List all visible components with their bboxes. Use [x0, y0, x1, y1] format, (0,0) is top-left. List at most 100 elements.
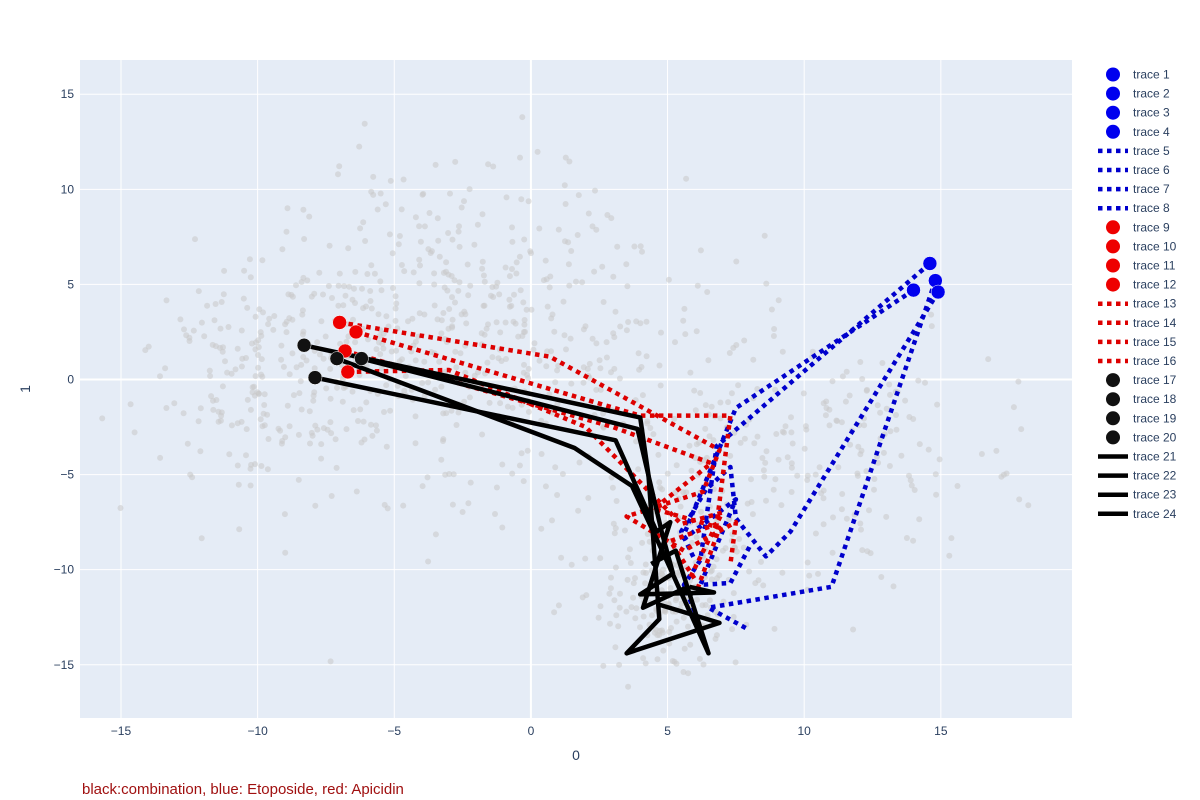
background-point [606, 590, 613, 597]
background-point [217, 417, 224, 424]
background-point [461, 308, 468, 315]
background-point [666, 628, 673, 635]
background-point [225, 324, 232, 330]
background-point [318, 441, 325, 448]
background-point [611, 334, 618, 341]
background-point [447, 190, 453, 197]
background-point [839, 491, 846, 497]
background-point [256, 306, 263, 313]
background-point [184, 440, 191, 447]
background-point [704, 289, 711, 295]
background-point [293, 282, 299, 289]
background-point [298, 361, 305, 368]
x-tick-label: −10 [247, 724, 268, 738]
background-point [350, 407, 357, 414]
background-point [575, 192, 582, 199]
background-point [954, 483, 961, 489]
background-point [180, 410, 187, 417]
background-point [863, 387, 870, 394]
background-point [580, 379, 587, 386]
background-point [479, 258, 486, 265]
background-point [509, 224, 515, 231]
background-point [534, 148, 541, 155]
legend-item: trace 3 [1106, 105, 1170, 120]
trace-marker [307, 370, 323, 385]
background-point [355, 418, 361, 424]
background-point [617, 590, 623, 597]
background-point [364, 271, 371, 277]
background-point [445, 230, 452, 236]
background-point [373, 422, 379, 429]
background-point [713, 632, 720, 639]
background-point [374, 206, 381, 213]
background-point [616, 661, 623, 668]
trace-lines [303, 261, 941, 656]
background-point [911, 487, 918, 493]
background-point [421, 358, 428, 365]
background-point [794, 472, 801, 479]
background-point [613, 612, 620, 619]
background-point [736, 536, 743, 542]
background-point [521, 236, 528, 243]
background-point [633, 438, 640, 445]
background-point [658, 329, 664, 336]
background-point [255, 337, 262, 344]
background-point [392, 305, 399, 312]
background-point [871, 486, 877, 493]
y-axis-title: 1 [17, 385, 33, 393]
background-point [249, 389, 256, 396]
background-point [189, 474, 196, 481]
legend-swatch-marker [1106, 373, 1120, 388]
background-point [311, 290, 318, 297]
background-point [257, 329, 264, 336]
background-point [607, 585, 614, 592]
legend-label: trace 20 [1133, 430, 1177, 444]
trace-marker [296, 338, 312, 353]
legend-swatch-marker [1106, 86, 1120, 101]
background-point [316, 351, 323, 358]
background-point [536, 225, 543, 232]
background-point [998, 473, 1005, 480]
background-point [740, 544, 747, 551]
background-point [820, 495, 827, 502]
background-point [623, 327, 630, 334]
background-point [261, 422, 268, 429]
background-point [693, 328, 700, 335]
background-point [339, 398, 346, 405]
background-point [412, 413, 419, 420]
background-point [829, 378, 836, 385]
background-point [692, 455, 699, 462]
background-point [383, 382, 390, 389]
background-point [626, 546, 633, 553]
legend-item: trace 22 [1098, 469, 1177, 483]
legend-item: trace 12 [1106, 277, 1177, 292]
background-point [702, 402, 709, 409]
x-tick-label: −5 [387, 724, 401, 738]
x-axis-ticks: −15 −10 −5 0 5 10 15 [111, 724, 948, 738]
background-point [342, 292, 349, 299]
legend-item: trace 7 [1098, 182, 1170, 196]
background-point [672, 597, 679, 604]
background-point [416, 223, 423, 230]
background-point [597, 555, 604, 562]
background-point [800, 390, 807, 397]
background-point [680, 614, 687, 621]
background-point [280, 363, 287, 370]
background-point [779, 348, 786, 355]
background-point [300, 354, 307, 360]
background-point [419, 380, 426, 386]
background-point [936, 456, 943, 463]
background-point [450, 471, 457, 478]
background-point [259, 257, 266, 264]
background-point [886, 381, 893, 388]
background-point [497, 400, 504, 407]
background-point [509, 238, 516, 245]
background-point [328, 493, 335, 499]
background-point [733, 258, 740, 265]
background-point [627, 560, 634, 566]
background-point [370, 173, 377, 180]
background-point [763, 497, 769, 504]
background-point [243, 355, 249, 361]
legend-swatch-marker [1106, 430, 1120, 445]
background-point [524, 447, 531, 454]
